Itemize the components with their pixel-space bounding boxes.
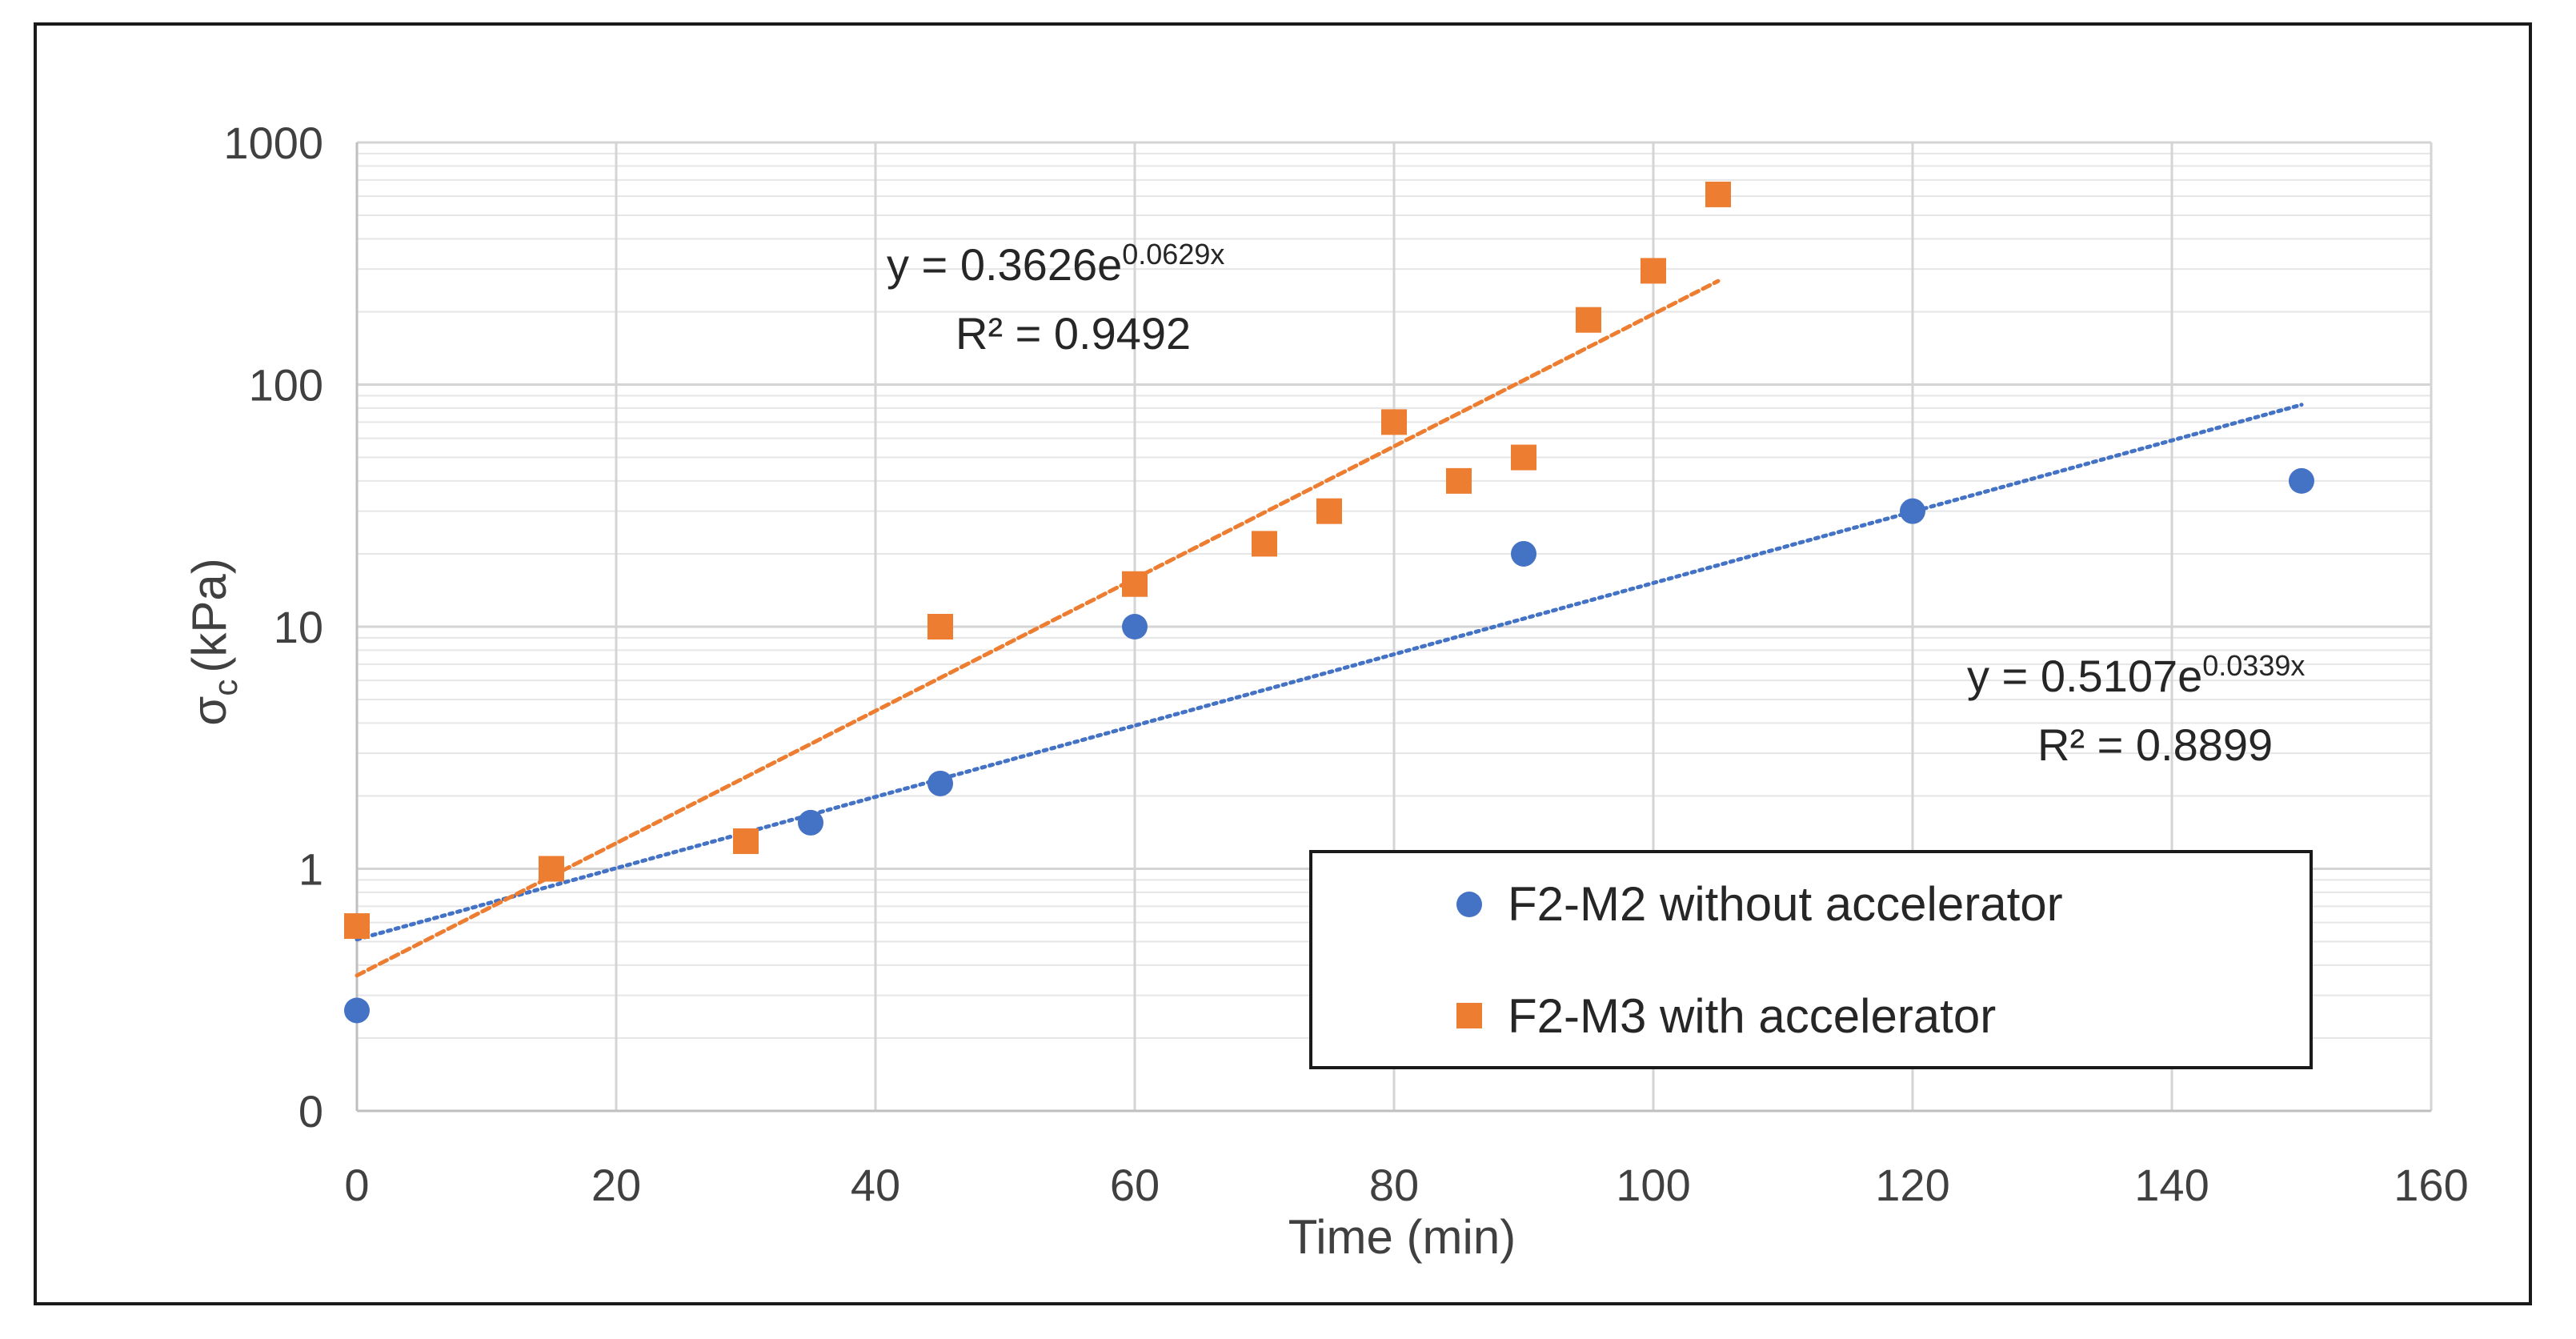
trendline-equation-m3: y = 0.3626e0.0629x (887, 238, 1224, 290)
trendline-equation-m2: y = 0.5107e0.0339x (1967, 649, 2305, 701)
data-point-m3 (1641, 258, 1666, 284)
y-tick-label: 1000 (223, 118, 323, 168)
x-tick-label: 20 (591, 1160, 641, 1210)
data-point-m3 (1122, 571, 1148, 597)
legend-box (1309, 850, 2313, 1069)
data-point-m3 (1252, 531, 1277, 557)
x-tick-label: 100 (1616, 1160, 1690, 1210)
data-point-m3 (1705, 181, 1731, 207)
trendline-f2-m2 (355, 403, 2304, 942)
data-point-m2 (1511, 540, 1536, 567)
trendline-f2-m3 (355, 279, 1721, 978)
data-point-m3 (1446, 467, 1472, 494)
y-tick-label: 1 (298, 844, 323, 895)
data-point-m3 (1511, 444, 1536, 471)
chart: 0 20 40 60 80 100 120 140 160 0 1 10 100 1000 Time (… (182, 118, 2469, 1264)
data-point-m2 (798, 809, 823, 836)
data-point-m3 (1316, 498, 1342, 524)
x-tick-label: 160 (2394, 1160, 2468, 1210)
data-point-m3 (927, 614, 953, 639)
data-point-m3 (344, 913, 370, 940)
x-tick-label: 120 (1875, 1160, 1949, 1210)
data-point-m2 (1122, 614, 1148, 639)
trendline-r2-m3: R² = 0.9492 (955, 308, 1191, 359)
legend-label-m2: F2-M2 without accelerator (1508, 877, 2063, 931)
data-point-m3 (733, 828, 759, 855)
axes (355, 142, 2431, 1112)
x-tick-label: 60 (1110, 1160, 1160, 1210)
x-tick-label: 40 (851, 1160, 900, 1210)
legend-label-m3: F2-M3 with accelerator (1508, 989, 1996, 1043)
legend: F2-M2 without accelerator F2-M3 with acc… (1309, 850, 2313, 1069)
data-point-m3 (1381, 409, 1407, 435)
y-tick-labels: 0 1 10 100 1000 (223, 118, 323, 1137)
y-axis-title: σc(kPa) (182, 558, 244, 725)
x-tick-labels: 0 20 40 60 80 100 120 140 160 (344, 1160, 2468, 1210)
legend-marker-m2 (1456, 892, 1482, 917)
x-axis-title: Time (min) (1288, 1210, 1516, 1264)
x-tick-label: 80 (1369, 1160, 1419, 1210)
y-tick-label: 100 (249, 360, 323, 411)
x-tick-label: 0 (344, 1160, 369, 1210)
data-points (344, 181, 2314, 1024)
chart-frame: 0 20 40 60 80 100 120 140 160 0 1 10 100 1000 Time (… (34, 22, 2532, 1305)
grid (357, 141, 2433, 1111)
data-point-m2 (927, 770, 953, 796)
data-point-m3 (539, 856, 564, 882)
y-tick-label: 0 (298, 1086, 323, 1137)
x-tick-label: 140 (2134, 1160, 2209, 1210)
data-point-m2 (344, 997, 370, 1024)
y-tick-label: 10 (274, 602, 323, 652)
data-point-m2 (1900, 498, 1925, 524)
trendlines (355, 279, 2304, 978)
legend-marker-m3 (1456, 1003, 1482, 1028)
data-point-m2 (2289, 467, 2314, 494)
data-point-m3 (1576, 307, 1601, 333)
trendline-r2-m2: R² = 0.8899 (2037, 720, 2273, 770)
